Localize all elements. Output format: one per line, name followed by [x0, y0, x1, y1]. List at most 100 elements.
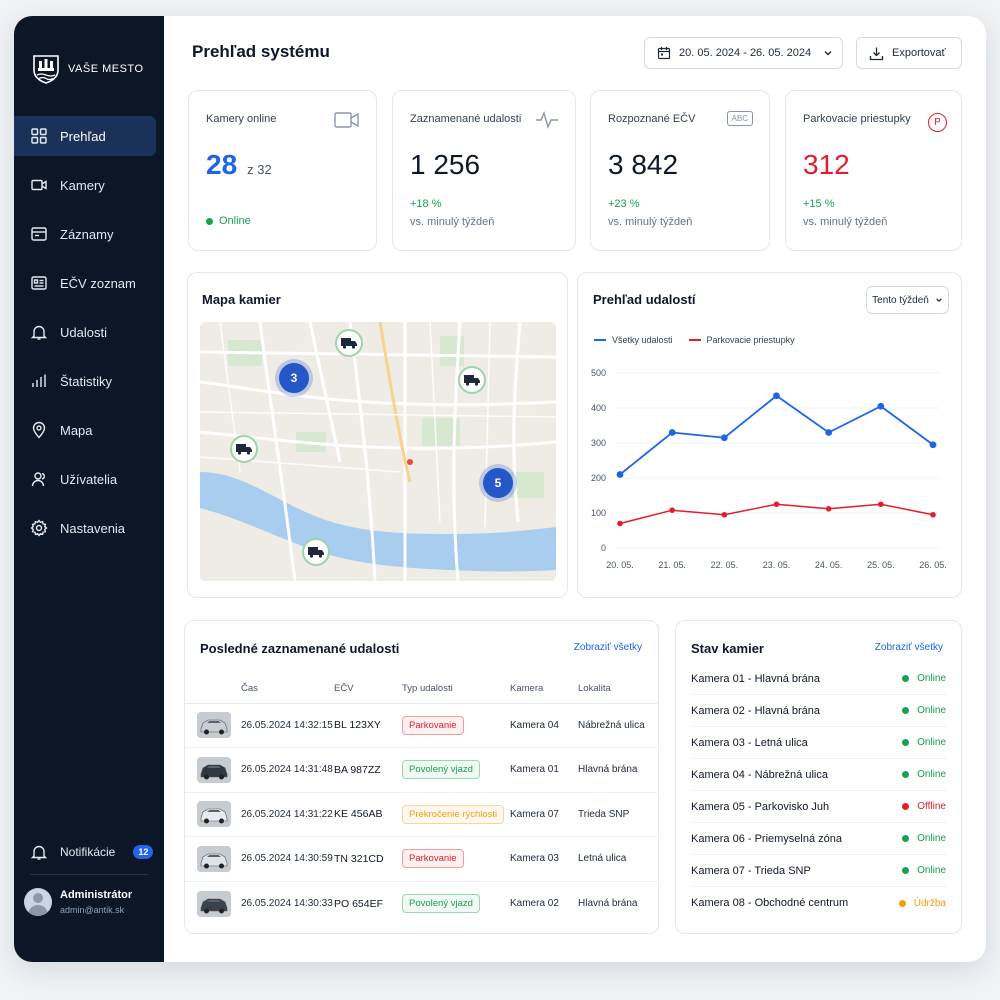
camera-status-row[interactable]: Kamera 08 - Obchodné centrum Údržba [691, 887, 946, 919]
sidebar-item-label: Prehľad [60, 128, 106, 144]
kpi-value: 3 842 [608, 149, 679, 180]
parking-icon-text: P [934, 117, 941, 128]
camera-status-row[interactable]: Kamera 01 - Hlavná brána Online [691, 663, 946, 695]
legend-swatch [594, 339, 606, 341]
event-time: 26.05.2024 14:30:59 [241, 836, 334, 882]
y-tick-label: 500 [591, 368, 606, 378]
app-window: VAŠE MESTO Prehľad Kamery Záznamy EČV zo… [14, 16, 986, 962]
car-thumbnail [197, 801, 231, 828]
sidebar-item-uzivatelia[interactable]: Užívatelia [14, 459, 156, 499]
abc-plate-icon: ABC [726, 111, 753, 126]
sidebar-item-udalosti[interactable]: Udalosti [14, 312, 156, 352]
view-all-events-link[interactable]: Zobraziť všetky [573, 642, 642, 653]
page-title: Prehľad systému [192, 42, 330, 61]
kpi-change: +23 % [608, 198, 640, 210]
kpi-card-recorded-events[interactable]: Zaznamenané udalosti 1 256 +18 % vs. min… [392, 90, 576, 251]
x-tick-label: 22. 05. [711, 560, 739, 570]
records-icon [31, 227, 47, 241]
map-cluster-marker[interactable]: 5 [483, 468, 513, 498]
table-row[interactable]: 26.05.2024 14:31:22 KE 456AB Prekročenie r… [185, 792, 659, 837]
export-button[interactable]: Exportovať [856, 37, 962, 69]
data-point [773, 392, 780, 400]
period-select[interactable]: Tento týždeň [866, 286, 949, 314]
camera-status-row[interactable]: Kamera 05 - Parkovisko Juh Offline [691, 791, 946, 823]
status-dot [902, 675, 910, 682]
status-badge: Online [902, 833, 946, 844]
bar-chart-icon [32, 374, 46, 387]
column-header-thumbnail [185, 675, 241, 704]
map-camera-marker[interactable] [230, 435, 258, 463]
camera-status-row[interactable]: Kamera 06 - Priemyselná zóna Online [691, 823, 946, 855]
status-dot [898, 899, 906, 907]
camera-map[interactable]: 3 5 [200, 322, 556, 581]
data-point [617, 520, 623, 527]
sidebar-item-ecv-zoznam[interactable]: EČV zoznam [14, 263, 156, 303]
kpi-value: 28 z 32 [206, 149, 272, 181]
sidebar-item-label: Nastavenia [60, 520, 126, 536]
chevron-down-icon [936, 298, 942, 303]
sidebar-item-mapa[interactable]: Mapa [14, 410, 156, 450]
map-camera-marker[interactable] [458, 366, 486, 394]
car-icon [197, 712, 231, 739]
camera-name: Kamera 07 - Trieda SNP [691, 864, 811, 877]
table-row[interactable]: 26.05.2024 14:30:33 PO 654EF Povolený vjaz… [185, 881, 659, 926]
kpi-card-cameras-online[interactable]: Kamery online 28 z 32 Online [188, 90, 377, 251]
status-label: Online [917, 673, 946, 684]
status-label: Online [917, 865, 946, 876]
download-icon [869, 47, 884, 60]
thumbnail-cell [185, 792, 241, 837]
data-point [669, 507, 675, 513]
map-canvas [200, 322, 556, 581]
date-range-label: 20. 05. 2024 - 26. 05. 2024 [679, 47, 812, 59]
event-location: Trieda SNP [578, 792, 659, 837]
kpi-title: Rozpoznané EČV [608, 113, 696, 125]
sidebar-item-zaznamy[interactable]: Záznamy [14, 214, 156, 254]
sidebar-item-nastavenia[interactable]: Nastavenia [14, 508, 156, 548]
notifications-button[interactable]: Notifikácie 12 [14, 834, 164, 870]
status-label: Online [917, 705, 946, 716]
map-camera-marker[interactable] [302, 538, 330, 566]
logo[interactable]: VAŠE MESTO [32, 54, 144, 84]
user-profile[interactable]: Administrátor admin@antik.sk [24, 888, 132, 916]
kpi-card-recognized-plates[interactable]: Rozpoznané EČV ABC 3 842 +23 % vs. minul… [590, 90, 770, 251]
camera-status-row[interactable]: Kamera 07 - Trieda SNP Online [691, 855, 946, 887]
sidebar-item-label: Mapa [60, 422, 93, 438]
notifications-count-badge: 12 [133, 845, 154, 859]
sidebar-item-label: Štatistiky [60, 373, 113, 389]
event-plate: TN 321CD [334, 836, 402, 882]
status-label: Online [917, 737, 946, 748]
event-plate: BA 987ZZ [334, 747, 402, 793]
main-content: Prehľad systému 20. 05. 2024 - 26. 05. 2… [164, 16, 986, 962]
sidebar-divider [30, 874, 148, 875]
kpi-card-parking-violations[interactable]: Parkovacie priestupky P 312 +15 % vs. mi… [785, 90, 962, 251]
camera-status-row[interactable]: Kamera 04 - Nábrežná ulica Online [691, 759, 946, 791]
sidebar-item-statistiky[interactable]: Štatistiky [14, 361, 156, 401]
events-overview-card: Prehľad udalostí Tento týždeň Všetky uda… [577, 272, 962, 598]
map-camera-marker[interactable] [335, 329, 363, 357]
sidebar-item-prehlad[interactable]: Prehľad [14, 116, 156, 156]
table-row[interactable]: 26.05.2024 14:30:59 TN 321CD Parkovanie Kam… [185, 836, 659, 882]
event-type-cell: Povolený vjazd [402, 747, 510, 793]
car-thumbnail [197, 756, 231, 783]
kpi-change: +15 % [803, 198, 835, 210]
date-range-picker[interactable]: 20. 05. 2024 - 26. 05. 2024 [644, 37, 843, 69]
table-row[interactable]: 26.05.2024 14:32:15 BL 123XY Parkovanie Kam… [185, 703, 659, 748]
x-tick-label: 23. 05. [763, 560, 791, 570]
camera-status-row[interactable]: Kamera 02 - Hlavná brána Online [691, 695, 946, 727]
truck-icon [341, 338, 357, 349]
truck-icon [236, 444, 252, 455]
camera-status-row[interactable]: Kamera 03 - Letná ulica Online [691, 727, 946, 759]
status-dot [902, 803, 910, 810]
camera-status-list: Kamera 01 - Hlavná brána Online Kamera 02 … [691, 663, 946, 919]
x-tick-label: 24. 05. [815, 560, 843, 570]
section-title: Stav kamier [691, 641, 764, 656]
video-camera-icon [334, 112, 359, 128]
view-all-cameras-link[interactable]: Zobraziť všetky [874, 642, 943, 653]
truck-icon [308, 547, 324, 558]
sidebar-item-kamery[interactable]: Kamery [14, 165, 156, 205]
car-thumbnail [197, 845, 231, 872]
table-row[interactable]: 26.05.2024 14:31:48 BA 987ZZ Povolený vjaz… [185, 747, 659, 793]
map-cluster-marker[interactable]: 3 [279, 363, 309, 393]
sidebar: VAŠE MESTO Prehľad Kamery Záznamy EČV zo… [14, 16, 164, 962]
sidebar-item-label: Udalosti [60, 324, 107, 340]
